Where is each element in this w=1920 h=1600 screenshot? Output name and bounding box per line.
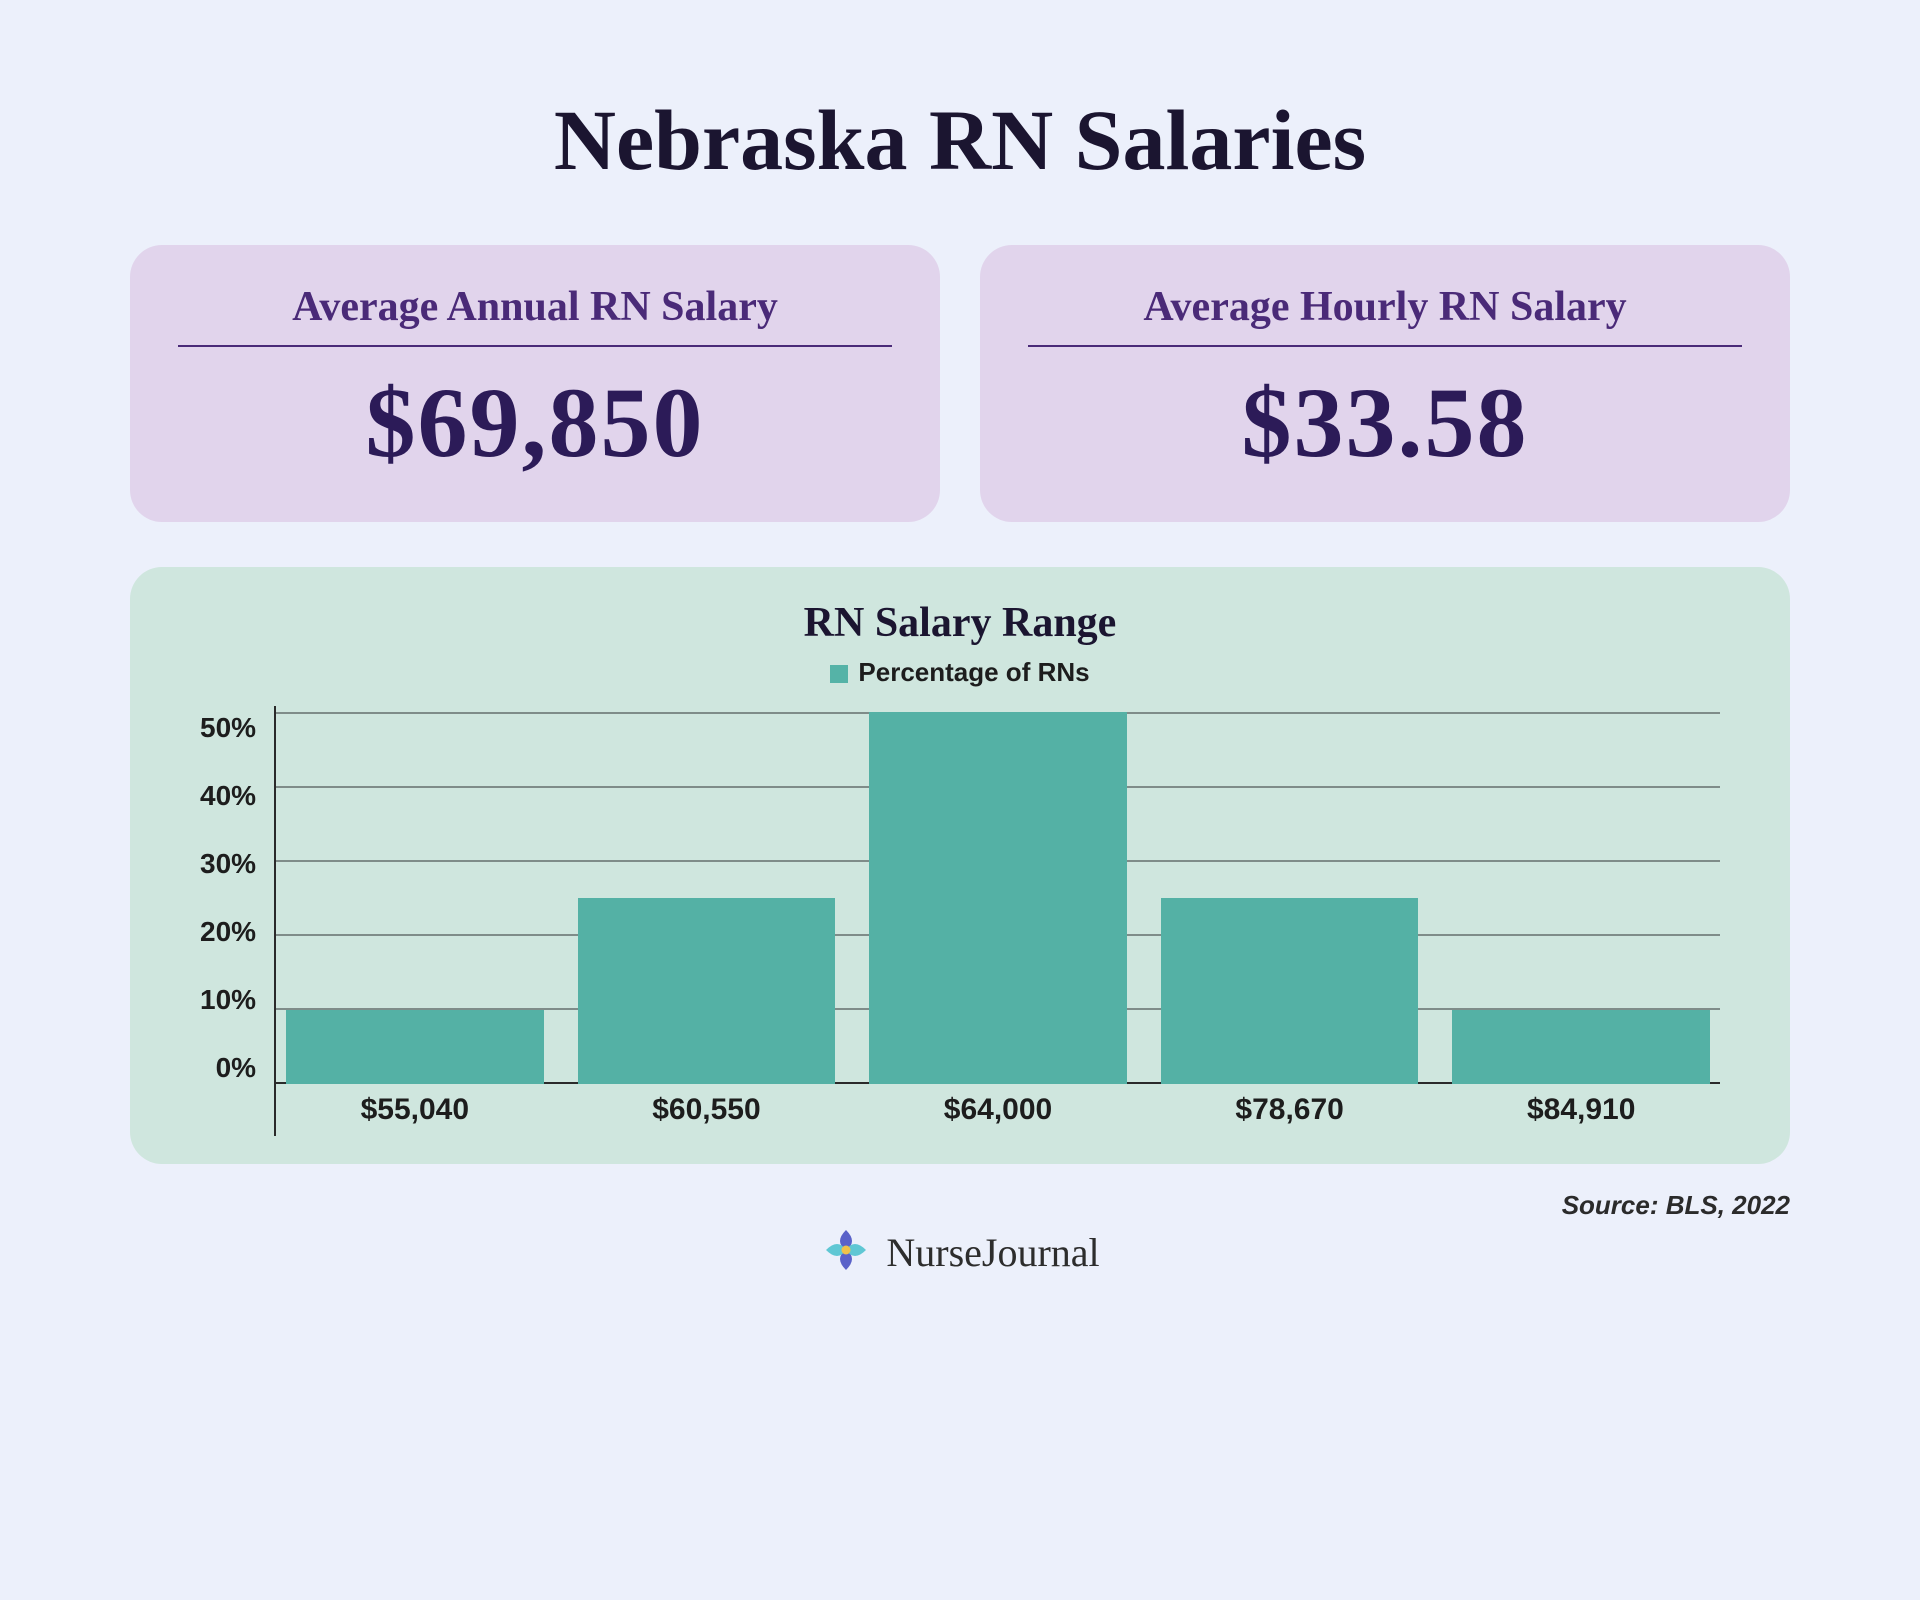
bar-wrap: $78,670 [1161,706,1419,1136]
y-tick: 0% [216,1052,256,1084]
bar-wrap: $55,040 [286,706,544,1136]
chart-card: RN Salary Range Percentage of RNs 50% 40%… [130,567,1790,1164]
y-tick: 30% [200,848,256,880]
legend-label: Percentage of RNs [858,657,1089,687]
stat-value-hourly: $33.58 [1028,365,1742,480]
stat-value-annual: $69,850 [178,365,892,480]
chart-title: RN Salary Range [200,599,1720,647]
bar-label: $84,910 [1452,1084,1710,1136]
bar-wrap: $64,000 [869,706,1127,1136]
chart-bar [578,898,836,1084]
stat-card-hourly: Average Hourly RN Salary $33.58 [980,245,1790,522]
chart-bar [286,1010,544,1084]
y-tick: 20% [200,916,256,948]
source-text: Source: BLS, 2022 [1562,1190,1790,1221]
y-axis: 50% 40% 30% 20% 10% 0% [200,706,274,1136]
bar-wrap: $84,910 [1452,706,1710,1136]
bar-label: $78,670 [1161,1084,1419,1136]
stat-card-annual: Average Annual RN Salary $69,850 [130,245,940,522]
stat-label-hourly: Average Hourly RN Salary [1028,283,1742,347]
page-title: Nebraska RN Salaries [130,90,1790,190]
chart-legend: Percentage of RNs [200,657,1720,688]
chart-bar [1161,898,1419,1084]
chart-bar [1452,1010,1710,1084]
brand: NurseJournal [820,1224,1099,1281]
stat-cards-row: Average Annual RN Salary $69,850 Average… [130,245,1790,522]
chart-plot: 50%40%30%20%10%0% $55,040$60,550$64,000$… [200,706,1720,1136]
bar-label: $60,550 [578,1084,836,1136]
y-tick: 10% [200,984,256,1016]
plot-area: $55,040 $60,550 $64,000 $78,670 $84,910 [274,706,1720,1136]
legend-swatch [830,665,848,683]
stat-label-annual: Average Annual RN Salary [178,283,892,347]
bar-wrap: $60,550 [578,706,836,1136]
brand-logo-icon [820,1224,872,1281]
bar-label: $64,000 [869,1084,1127,1136]
y-tick: 50% [200,712,256,744]
brand-name: NurseJournal [886,1229,1099,1276]
chart-bar [869,712,1127,1084]
bar-label: $55,040 [286,1084,544,1136]
y-tick: 40% [200,780,256,812]
